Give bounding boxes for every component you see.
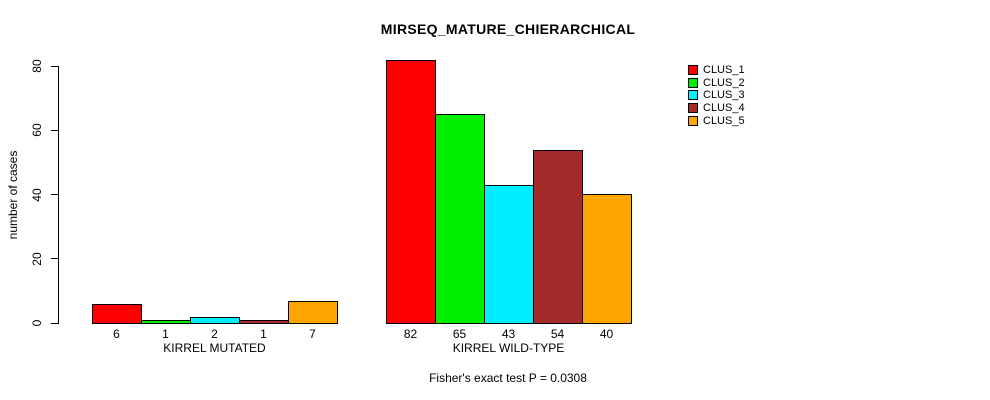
y-tick-label: 60	[30, 123, 44, 137]
bar-value-label: 43	[501, 327, 516, 341]
y-axis-line	[58, 66, 59, 324]
bar-value-label: 1	[162, 327, 169, 341]
y-tick-mark	[51, 258, 58, 260]
bar-value-label: 54	[550, 327, 565, 341]
bar-clus-2-kirrel-mutated	[141, 320, 191, 324]
bar-clus-1-kirrel-wild-type	[386, 60, 436, 324]
bar-clus-2-kirrel-wild-type	[435, 114, 485, 324]
bar-clus-4-kirrel-mutated	[239, 320, 289, 324]
legend-swatch	[688, 65, 698, 76]
y-tick-label: 80	[30, 59, 44, 73]
annotation-text: Fisher's exact test P = 0.0308	[429, 371, 587, 385]
y-tick-mark	[51, 322, 58, 324]
y-tick-mark	[51, 194, 58, 195]
y-tick-label: 20	[30, 252, 44, 266]
bar-clus-5-kirrel-mutated	[288, 301, 338, 324]
y-tick-mark	[51, 129, 58, 131]
y-tick-label: 0	[30, 319, 44, 327]
bar-clus-1-kirrel-mutated	[92, 304, 142, 324]
bar-value-label: 1	[260, 327, 267, 341]
y-axis-label: number of cases	[6, 150, 20, 240]
legend-swatch	[688, 90, 698, 101]
bar-value-label: 40	[599, 327, 614, 341]
bar-clus-5-kirrel-wild-type	[582, 194, 632, 324]
chart-title: MIRSEQ_MATURE_CHIERARCHICAL	[380, 21, 636, 37]
legend-item: CLUS_1	[688, 64, 745, 77]
category-label: KIRREL MUTATED	[163, 341, 266, 355]
legend-item: CLUS_4	[688, 102, 745, 115]
bar-value-label: 2	[211, 327, 218, 341]
legend-swatch	[688, 103, 698, 114]
y-tick-mark	[51, 65, 58, 67]
legend-label: CLUS_3	[703, 89, 745, 102]
bar-value-label: 7	[309, 327, 316, 341]
legend-swatch	[688, 77, 698, 88]
legend-item: CLUS_2	[688, 77, 745, 90]
bar-value-label: 82	[403, 327, 418, 341]
legend-label: CLUS_2	[703, 76, 745, 89]
bar-value-label: 65	[452, 327, 467, 341]
bar-clus-4-kirrel-wild-type	[533, 150, 583, 324]
legend-item: CLUS_5	[688, 114, 745, 127]
legend: CLUS_1 CLUS_2 CLUS_3 CLUS_4 CLUS_5	[688, 64, 745, 127]
y-tick-label: 40	[30, 187, 44, 202]
category-label: KIRREL WILD-TYPE	[452, 341, 565, 355]
bar-clus-3-kirrel-wild-type	[484, 185, 534, 324]
legend-label: CLUS_4	[703, 102, 745, 115]
legend-label: CLUS_5	[703, 114, 745, 127]
bar-value-label: 6	[113, 327, 120, 341]
legend-swatch	[688, 115, 698, 126]
legend-label: CLUS_1	[703, 64, 745, 77]
bar-clus-3-kirrel-mutated	[190, 317, 240, 324]
legend-item: CLUS_3	[688, 89, 745, 102]
